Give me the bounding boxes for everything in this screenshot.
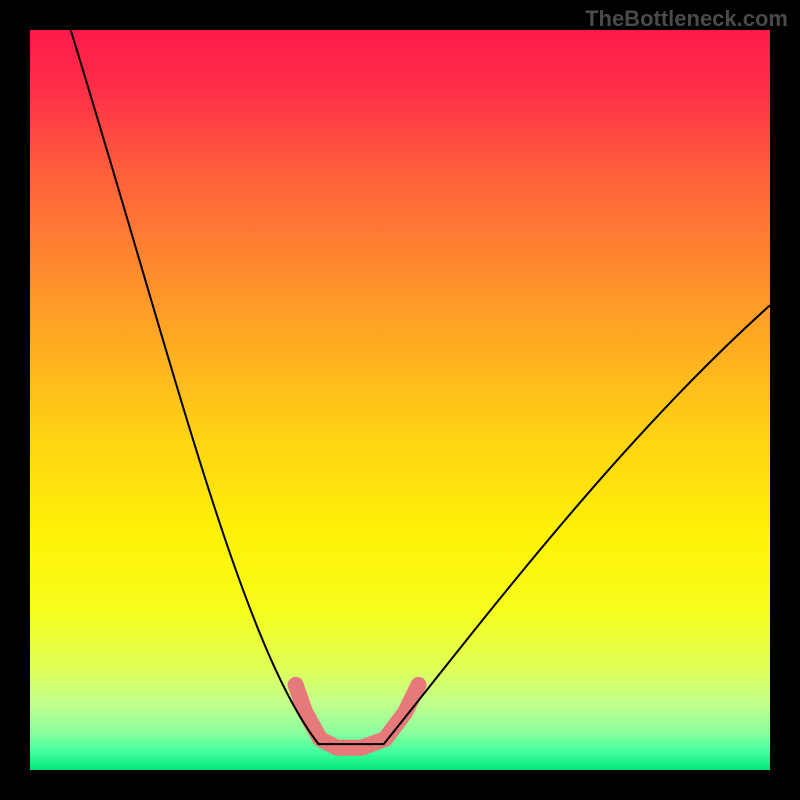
bottleneck-chart bbox=[0, 0, 800, 800]
plot-background bbox=[30, 30, 770, 770]
watermark-text: TheBottleneck.com bbox=[585, 6, 788, 32]
